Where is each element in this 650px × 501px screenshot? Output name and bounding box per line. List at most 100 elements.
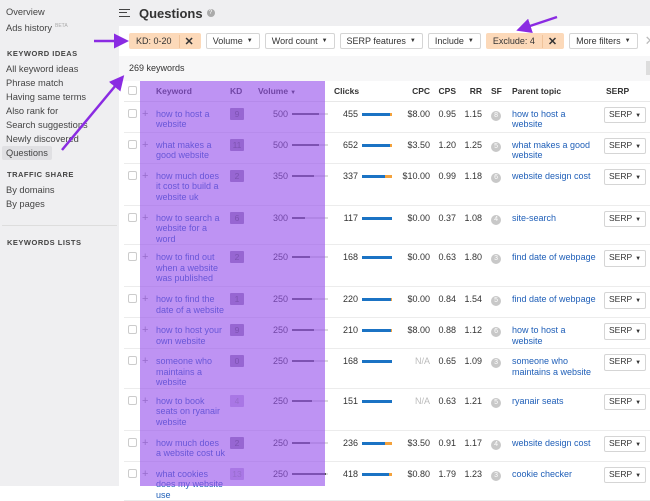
- section-heading[interactable]: KEYWORDS LISTS: [7, 238, 82, 248]
- parent-topic-link[interactable]: find date of webpage: [508, 286, 601, 318]
- sidebar-item-all-keyword-ideas[interactable]: All keyword ideas: [6, 64, 79, 75]
- word-count-filter[interactable]: Word count ▼: [264, 33, 335, 49]
- serp-features-count[interactable]: 5: [491, 141, 502, 152]
- row-checkbox[interactable]: [128, 395, 137, 405]
- col-keyword[interactable]: Keyword: [156, 81, 230, 102]
- sidebar-item-search-suggestions[interactable]: Search suggestions: [6, 120, 88, 131]
- add-to-list-icon[interactable]: +: [142, 211, 149, 224]
- serp-features-count[interactable]: 6: [491, 327, 502, 337]
- col-rr[interactable]: RR: [460, 81, 487, 102]
- row-checkbox[interactable]: [128, 468, 137, 478]
- keyword-link[interactable]: how to host your own website: [156, 317, 230, 349]
- keyword-link[interactable]: how much does it cost to build a website…: [156, 163, 230, 206]
- add-to-list-icon[interactable]: +: [142, 107, 149, 120]
- col-volume[interactable]: Volume ▼: [252, 81, 328, 102]
- parent-topic-link[interactable]: how to host a website: [508, 101, 601, 133]
- sidebar-item-ads-history[interactable]: Ads history BETA: [0, 19, 119, 35]
- add-to-list-icon[interactable]: +: [142, 467, 149, 480]
- row-checkbox[interactable]: [128, 325, 137, 334]
- serp-features-count[interactable]: 4: [491, 214, 502, 225]
- add-to-list-icon[interactable]: +: [142, 436, 149, 449]
- row-checkbox[interactable]: [128, 139, 137, 149]
- keyword-link[interactable]: how to find out when a website was publi…: [156, 244, 230, 287]
- hamburger-menu-icon[interactable]: [119, 9, 130, 17]
- add-to-list-icon[interactable]: +: [142, 394, 149, 407]
- serp-features-filter[interactable]: SERP features ▼: [339, 33, 423, 49]
- row-checkbox[interactable]: [128, 108, 137, 118]
- keyword-link[interactable]: how much does a website cost uk: [156, 430, 230, 462]
- serp-dropdown[interactable]: SERP ▼: [604, 435, 647, 452]
- select-all-checkbox[interactable]: [128, 86, 137, 96]
- serp-dropdown[interactable]: SERP ▼: [604, 106, 647, 123]
- parent-topic-link[interactable]: find date of webpage: [508, 244, 601, 287]
- serp-features-count[interactable]: 3: [491, 254, 502, 264]
- serp-dropdown[interactable]: SERP ▼: [604, 466, 647, 483]
- parent-topic-link[interactable]: cookie checker: [508, 461, 601, 501]
- serp-dropdown[interactable]: SERP ▼: [604, 250, 647, 267]
- clear-filters-icon[interactable]: ✕: [645, 33, 650, 49]
- row-checkbox[interactable]: [128, 170, 137, 180]
- keyword-link[interactable]: how to find the date of a website: [156, 286, 230, 318]
- add-to-list-icon[interactable]: +: [142, 293, 149, 305]
- serp-dropdown[interactable]: SERP ▼: [604, 137, 647, 154]
- sidebar-item-having-same-terms[interactable]: Having same terms: [6, 92, 87, 103]
- col-kd[interactable]: KD: [230, 81, 252, 102]
- serp-dropdown[interactable]: SERP ▼: [604, 168, 647, 185]
- serp-dropdown[interactable]: SERP ▼: [604, 354, 647, 371]
- add-to-list-icon[interactable]: +: [142, 355, 149, 367]
- serp-features-count[interactable]: 5: [491, 397, 502, 408]
- serp-features-count[interactable]: 6: [491, 172, 502, 183]
- serp-features-count[interactable]: 3: [491, 358, 502, 368]
- help-icon[interactable]: ?: [206, 9, 215, 17]
- sidebar-item-overview[interactable]: Overview: [6, 7, 45, 17]
- close-icon[interactable]: ✕: [178, 34, 194, 48]
- row-checkbox[interactable]: [128, 212, 137, 222]
- volume-filter[interactable]: Volume ▼: [205, 33, 260, 49]
- row-checkbox[interactable]: [128, 294, 137, 303]
- serp-dropdown[interactable]: SERP ▼: [604, 393, 647, 410]
- row-checkbox[interactable]: [128, 252, 137, 261]
- col-parent-topic[interactable]: Parent topic: [508, 81, 601, 102]
- parent-topic-link[interactable]: how to host a website: [508, 317, 601, 349]
- row-checkbox[interactable]: [128, 437, 137, 447]
- sidebar-item-phrase-match[interactable]: Phrase match: [6, 78, 64, 89]
- more-filters-button[interactable]: More filters ▼: [569, 33, 638, 49]
- parent-topic-link[interactable]: what makes a good website: [508, 132, 601, 164]
- keyword-link[interactable]: how to search a website for a word: [156, 205, 230, 245]
- add-to-list-icon[interactable]: +: [142, 324, 149, 336]
- add-to-list-icon[interactable]: +: [142, 138, 149, 151]
- col-sf[interactable]: SF: [486, 81, 509, 102]
- keyword-link[interactable]: what makes a good website: [156, 132, 230, 164]
- keyword-link[interactable]: someone who maintains a website: [156, 348, 230, 389]
- parent-topic-link[interactable]: website design cost: [508, 163, 601, 206]
- keyword-link[interactable]: what cookies does my website use: [156, 461, 230, 501]
- sidebar-item-by-domains[interactable]: By domains: [6, 185, 55, 196]
- parent-topic-link[interactable]: someone who maintains a website: [508, 348, 601, 389]
- row-checkbox[interactable]: [128, 356, 137, 365]
- add-to-list-icon[interactable]: +: [142, 251, 149, 263]
- serp-features-count[interactable]: 3: [491, 470, 502, 481]
- sidebar-item-by-pages[interactable]: By pages: [6, 199, 45, 210]
- add-to-list-icon[interactable]: +: [142, 169, 149, 182]
- keyword-link[interactable]: how to host a website: [156, 101, 230, 133]
- sidebar-item-questions[interactable]: Questions: [2, 146, 52, 161]
- include-filter[interactable]: Include ▼: [427, 33, 481, 49]
- sidebar-item-newly-discovered[interactable]: Newly discovered: [6, 134, 79, 145]
- col-cps[interactable]: CPS: [434, 81, 461, 102]
- serp-features-count[interactable]: 5: [491, 296, 502, 306]
- close-icon[interactable]: ✕: [541, 34, 557, 48]
- serp-dropdown[interactable]: SERP ▼: [604, 323, 647, 340]
- parent-topic-link[interactable]: ryanair seats: [508, 388, 601, 431]
- parent-topic-link[interactable]: website design cost: [508, 430, 601, 462]
- kd-filter[interactable]: KD: 0-20 ✕: [129, 33, 201, 49]
- col-clicks[interactable]: Clicks: [328, 81, 401, 102]
- parent-topic-link[interactable]: site-search: [508, 205, 601, 245]
- col-cpc[interactable]: CPC: [400, 81, 435, 102]
- serp-dropdown[interactable]: SERP ▼: [604, 210, 647, 227]
- sidebar-item-also-rank-for[interactable]: Also rank for: [6, 106, 59, 117]
- serp-dropdown[interactable]: SERP ▼: [604, 292, 647, 309]
- scrollbar[interactable]: [646, 61, 650, 75]
- exclude-filter[interactable]: Exclude: 4 ✕: [485, 33, 565, 49]
- serp-features-count[interactable]: 8: [491, 110, 502, 121]
- serp-features-count[interactable]: 4: [491, 439, 502, 450]
